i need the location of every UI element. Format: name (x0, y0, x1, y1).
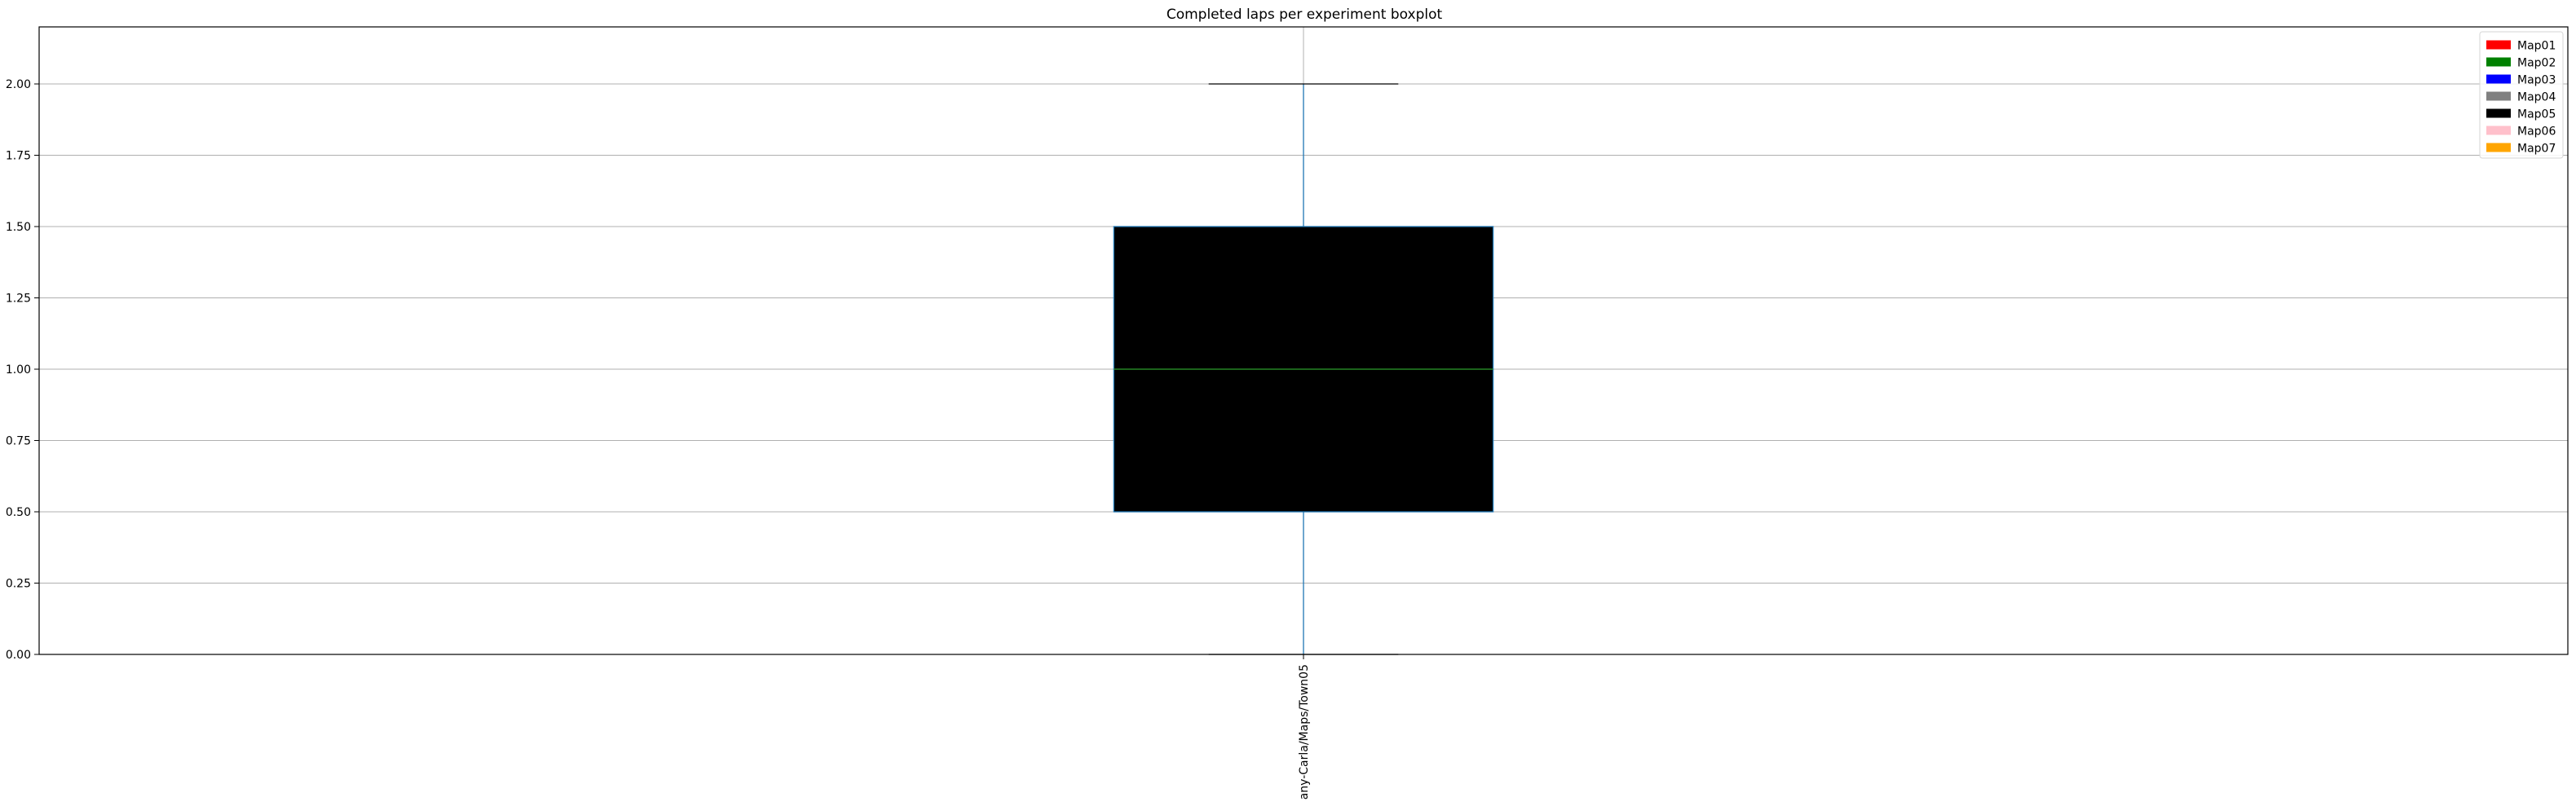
legend-swatch (2486, 91, 2511, 101)
chart-title: Completed laps per experiment boxplot (1167, 7, 1443, 23)
y-tick-label: 1.25 (6, 293, 31, 306)
y-tick-label: 1.50 (6, 221, 31, 234)
legend-swatch (2486, 108, 2511, 118)
legend-swatch (2486, 143, 2511, 152)
legend-swatch (2486, 126, 2511, 135)
y-tick-label: 0.50 (6, 506, 31, 519)
legend-swatch (2486, 74, 2511, 84)
legend-label: Map04 (2517, 91, 2556, 104)
legend-label: Map05 (2517, 108, 2556, 121)
legend: Map01 Map02 Map03 Map04 Map05 Map06 Map07 (2479, 31, 2564, 159)
x-axis: any-Carla/Maps/Town05 (1298, 654, 1311, 799)
box-layer (1113, 83, 1494, 655)
y-tick-label: 1.00 (6, 363, 31, 377)
legend-label: Map02 (2517, 57, 2556, 70)
legend-swatch (2486, 57, 2511, 67)
legend-swatch (2486, 40, 2511, 50)
legend-label: Map01 (2517, 40, 2556, 53)
y-tick-label: 0.25 (6, 578, 31, 591)
y-tick-label: 1.75 (6, 150, 31, 163)
x-tick-label: any-Carla/Maps/Town05 (1298, 664, 1311, 799)
legend-label: Map06 (2517, 126, 2556, 139)
y-tick-label: 2.00 (6, 78, 31, 91)
legend-label: Map03 (2517, 74, 2556, 87)
y-tick-label: 0.75 (6, 435, 31, 448)
y-axis: 0.00 0.25 0.50 0.75 1.00 1.25 1.50 1.75 2.00 (6, 78, 39, 662)
y-tick-label: 0.00 (6, 649, 31, 662)
legend-label: Map07 (2517, 143, 2556, 156)
